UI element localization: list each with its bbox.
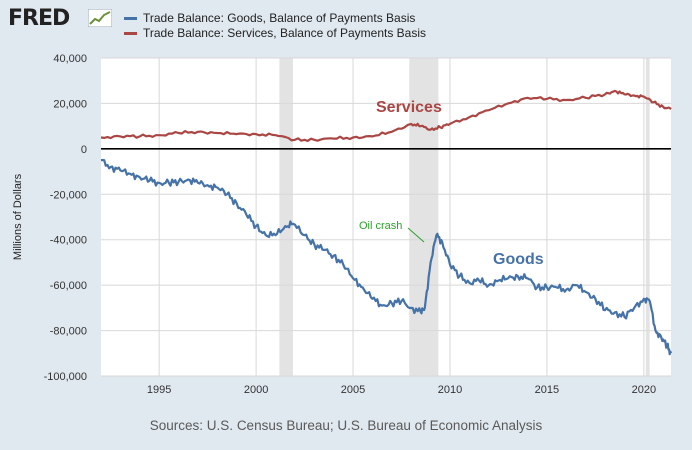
y-tick-label: 0 [81,144,87,156]
y-tick-label: -20,000 [50,189,87,201]
legend-item-goods[interactable]: Trade Balance: Goods, Balance of Payment… [124,11,415,25]
y-axis-label: Millions of Dollars [12,173,24,260]
y-tick-label: -100,000 [44,371,87,383]
recession-band-2 [645,58,650,376]
y-tick-label: 40,000 [53,53,87,65]
x-tick-label: 2005 [341,384,365,396]
legend-label-services: Trade Balance: Services, Balance of Paym… [143,26,427,40]
legend-swatch-goods [124,16,137,20]
y-tick-label: -80,000 [50,326,87,338]
x-tick-label: 2015 [535,384,559,396]
plot-area [101,58,671,376]
legend-label-goods: Trade Balance: Goods, Balance of Payment… [143,11,416,25]
legend-swatch-services [124,31,137,35]
series-line-goods[interactable] [100,158,673,356]
legend-item-services[interactable]: Trade Balance: Services, Balance of Paym… [124,26,426,40]
y-tick-label: -60,000 [50,280,87,292]
annotation-services: Services [376,99,442,116]
source-note: Sources: U.S. Census Bureau; U.S. Bureau… [149,418,543,433]
y-tick-label: -40,000 [50,235,87,247]
annotation-oil-crash: Oil crash [359,220,402,232]
annotation-goods: Goods [493,251,544,268]
x-tick-label: 2020 [632,384,656,396]
recession-band-1 [409,58,439,376]
x-tick-label: 2010 [438,384,462,396]
series-line-services[interactable] [100,89,672,142]
annotation-oil-crash-pointer [407,227,425,243]
recession-band-0 [279,58,293,376]
line-chart-icon [88,9,112,27]
y-tick-label: 20,000 [53,98,87,110]
fred-logo[interactable]: FRED [8,6,70,31]
x-tick-label: 2000 [244,384,268,396]
x-tick-label: 1995 [147,384,171,396]
